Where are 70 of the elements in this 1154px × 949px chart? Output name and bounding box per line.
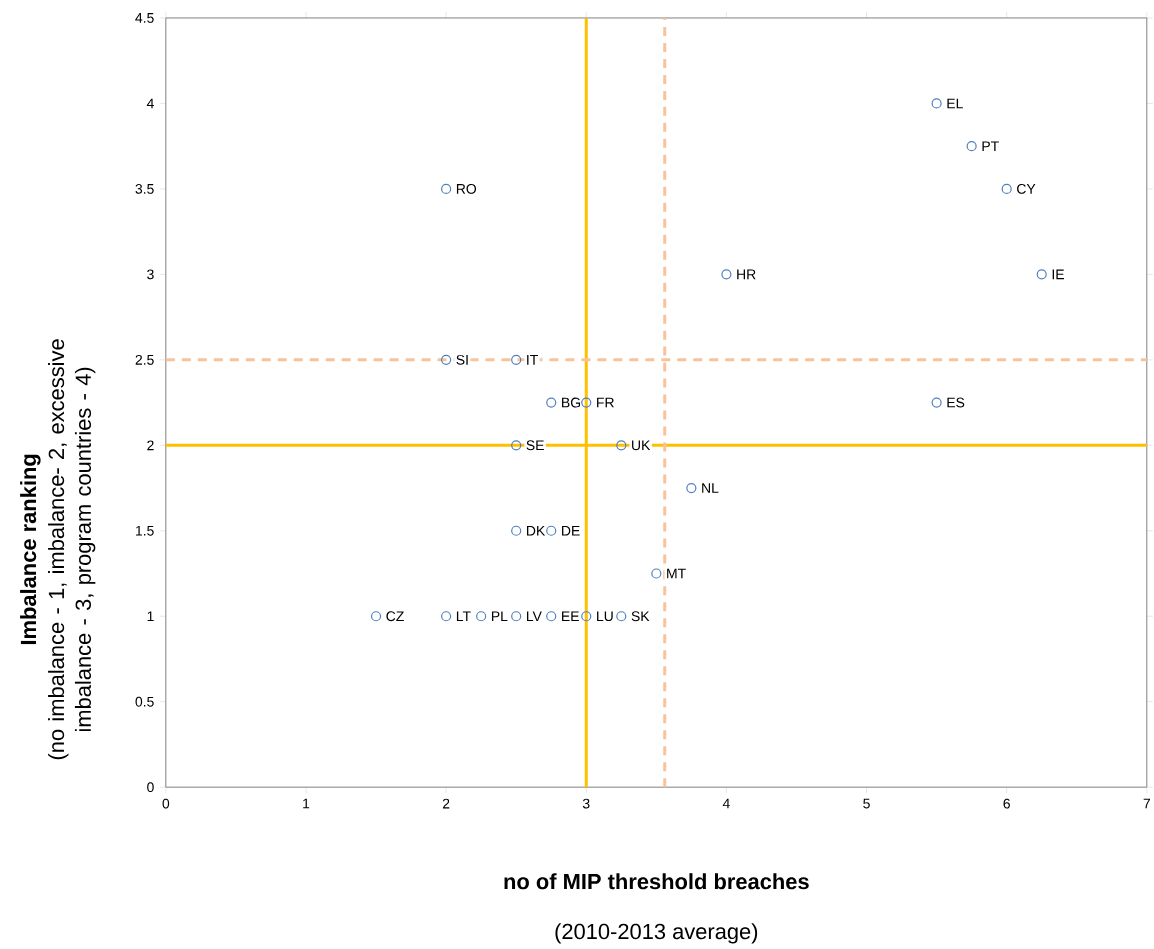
point <box>441 611 452 622</box>
point <box>441 183 452 194</box>
y-tick-label: 1 <box>147 611 154 622</box>
y-tick-label: 2.5 <box>135 354 154 365</box>
annotation: DE <box>562 525 580 536</box>
y-tick-label: 0 <box>147 782 154 793</box>
annotation: UK <box>632 440 651 451</box>
x-tick-label: 0 <box>162 798 170 809</box>
annotation: SI <box>456 354 468 365</box>
point <box>511 525 522 536</box>
annotation: ES <box>947 397 965 408</box>
point <box>441 354 452 365</box>
point <box>931 98 942 109</box>
point <box>581 397 592 408</box>
annotation: PT <box>982 141 999 151</box>
point <box>476 611 487 622</box>
y-tick-label: 4 <box>146 98 154 109</box>
y-tick-label: 2 <box>147 440 154 451</box>
x-tick-label: 3 <box>582 798 590 809</box>
y-tick-label: 3.5 <box>135 183 154 194</box>
point <box>931 397 942 408</box>
point <box>686 482 697 494</box>
annotation: EE <box>562 611 579 622</box>
point <box>721 269 732 280</box>
point <box>511 611 522 622</box>
annotation: CY <box>1017 183 1036 194</box>
x-tick-label: 5 <box>863 798 870 809</box>
x-tick-label: 7 <box>1143 798 1150 809</box>
annotation: MT <box>667 568 686 579</box>
x-tick-label: 2 <box>442 798 450 809</box>
annotation: BG <box>562 397 581 408</box>
point <box>651 568 662 579</box>
y-tick-label: 0.5 <box>135 696 154 707</box>
point <box>546 611 557 622</box>
annotation: LU <box>597 611 613 622</box>
point <box>546 525 557 536</box>
text: (no imbalance - 1, imbalance- 2, excessive imbalance - 3, program countries - 4) <box>48 339 96 760</box>
x-tick-label: 6 <box>1003 798 1010 809</box>
point <box>1036 269 1047 280</box>
point <box>616 440 627 451</box>
y-tick-label: 3 <box>147 269 154 280</box>
point <box>966 141 977 152</box>
annotation: IT <box>527 355 538 365</box>
y-axis-title: Imbalance ranking <box>20 454 41 645</box>
x-tick-label: 1 <box>303 798 310 809</box>
annotation: LT <box>456 611 471 622</box>
annotation: DK <box>527 525 546 536</box>
x-tick-label: 4 <box>722 798 730 809</box>
annotation: PL <box>491 611 508 622</box>
x-axis-title: no of MIP threshold breaches <box>504 873 809 890</box>
y-tick-label: 4.5 <box>135 13 154 23</box>
annotation: CZ <box>386 611 404 622</box>
annotation: RO <box>456 183 477 194</box>
point <box>511 354 522 365</box>
annotation: FR <box>597 397 614 408</box>
annotation: IE <box>1052 269 1064 280</box>
annotation: SK <box>631 611 650 622</box>
annotation: SE <box>526 440 544 451</box>
point <box>616 611 627 622</box>
point <box>511 440 522 451</box>
point <box>546 397 557 408</box>
y-tick-label: 1.5 <box>136 525 154 536</box>
point <box>581 611 592 622</box>
point <box>1001 183 1012 194</box>
annotation: EL <box>947 98 963 109</box>
point <box>370 611 382 622</box>
annotation: LV <box>527 611 542 622</box>
annotation: HR <box>737 269 756 280</box>
annotation: NL <box>702 483 719 493</box>
text: (2010-2013 average) <box>555 923 758 944</box>
